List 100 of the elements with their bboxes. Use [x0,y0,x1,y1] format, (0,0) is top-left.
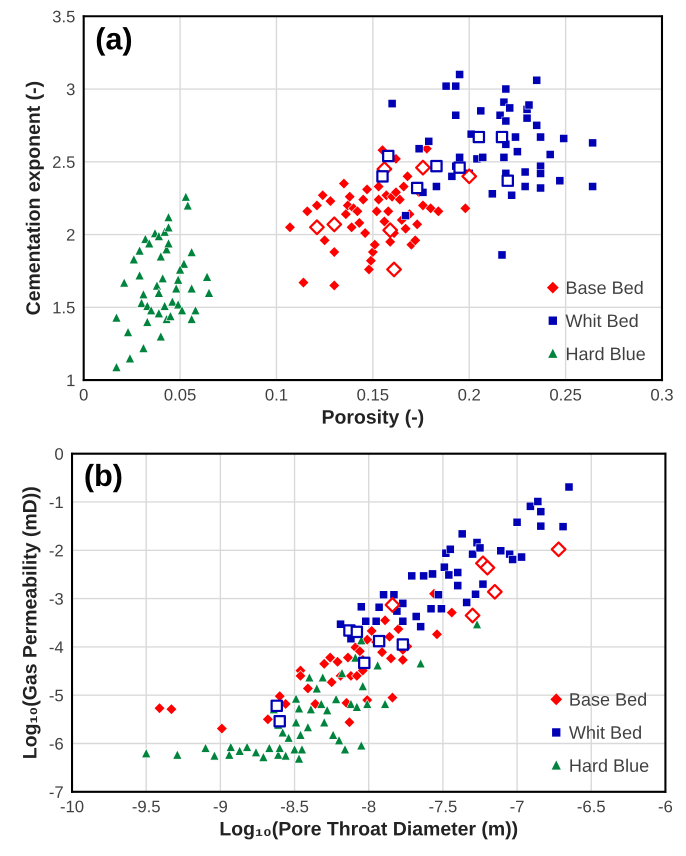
point [564,482,574,492]
point [351,670,363,682]
point [356,740,366,750]
point [146,305,156,315]
point [342,652,354,664]
y-tick-label: 2.5 [53,156,75,168]
point [410,234,421,246]
x-axis-title: Log₁₀(Pore Throat Diameter (m)) [220,821,518,840]
y-tick-label: -4 [50,641,64,653]
point [376,646,388,658]
point [376,170,389,183]
legend-label: Hard Blue [570,758,648,772]
point [340,208,352,220]
point [511,132,520,142]
y-axis-title: Cementation exponent (-) [26,82,44,315]
point [251,747,261,757]
legend-label: Whit Bed [568,726,641,739]
point [453,581,462,590]
point [173,274,183,284]
point [453,568,462,577]
point [316,699,326,709]
point [384,596,400,613]
point [402,170,414,182]
point [555,176,564,186]
point [297,744,307,754]
point [453,161,466,174]
point [488,189,497,198]
x-tick-label: -7 [510,800,524,812]
y-tick-label: 3 [66,83,75,96]
point [588,182,597,191]
point [434,590,443,600]
y-axis-title: Log₁₀(Gas Permeability (mD)) [22,487,41,758]
point [468,550,477,558]
point [152,280,162,290]
y-tick-label: -3 [50,592,63,605]
y-tick-label: 2 [66,228,75,241]
point [291,694,301,704]
point [558,522,568,531]
point [129,254,139,264]
point [302,206,313,217]
x-tick-label: 0.05 [164,388,196,401]
point [154,288,164,298]
point [216,722,228,734]
point [234,746,244,756]
point [322,705,332,715]
point [270,700,283,712]
point [112,362,122,372]
point [264,743,274,753]
point [455,153,464,162]
point [141,748,151,758]
point [290,744,300,754]
point [432,182,441,191]
point [512,518,522,527]
point [166,311,176,321]
legend-label: Whit Bed [566,314,638,328]
x-tick-label: 0.15 [357,388,388,401]
point [550,541,567,558]
point [532,76,542,85]
point [486,584,503,600]
x-axis-title: Porosity (-) [322,409,424,428]
point [410,182,424,194]
point [448,172,456,181]
point [164,238,174,248]
point [181,192,191,202]
point [437,604,446,614]
y-tick-label: 3.5 [52,10,75,22]
point [472,130,486,144]
point [324,195,336,207]
x-tick-label: -8.5 [280,800,308,812]
point [536,522,546,530]
point [398,180,410,192]
point [432,206,444,217]
point [125,353,135,364]
point [337,668,347,678]
point [362,699,372,709]
point [451,110,460,120]
point [298,276,310,288]
point [303,722,313,732]
point [412,612,421,621]
point [302,682,314,694]
x-tick-label: -10 [60,800,84,812]
point [154,231,164,241]
point [334,735,344,745]
point [366,625,378,637]
point [517,552,526,562]
point [536,132,545,142]
point [505,104,514,112]
point [536,184,545,192]
point [502,84,510,94]
point [164,222,174,232]
point [138,289,148,299]
point [172,750,182,760]
x-tick-label: 0.1 [266,388,288,401]
point [352,702,362,712]
point [346,222,358,233]
point [407,572,416,580]
point [338,178,350,190]
point [536,169,545,178]
point [358,681,368,691]
point [326,216,342,232]
